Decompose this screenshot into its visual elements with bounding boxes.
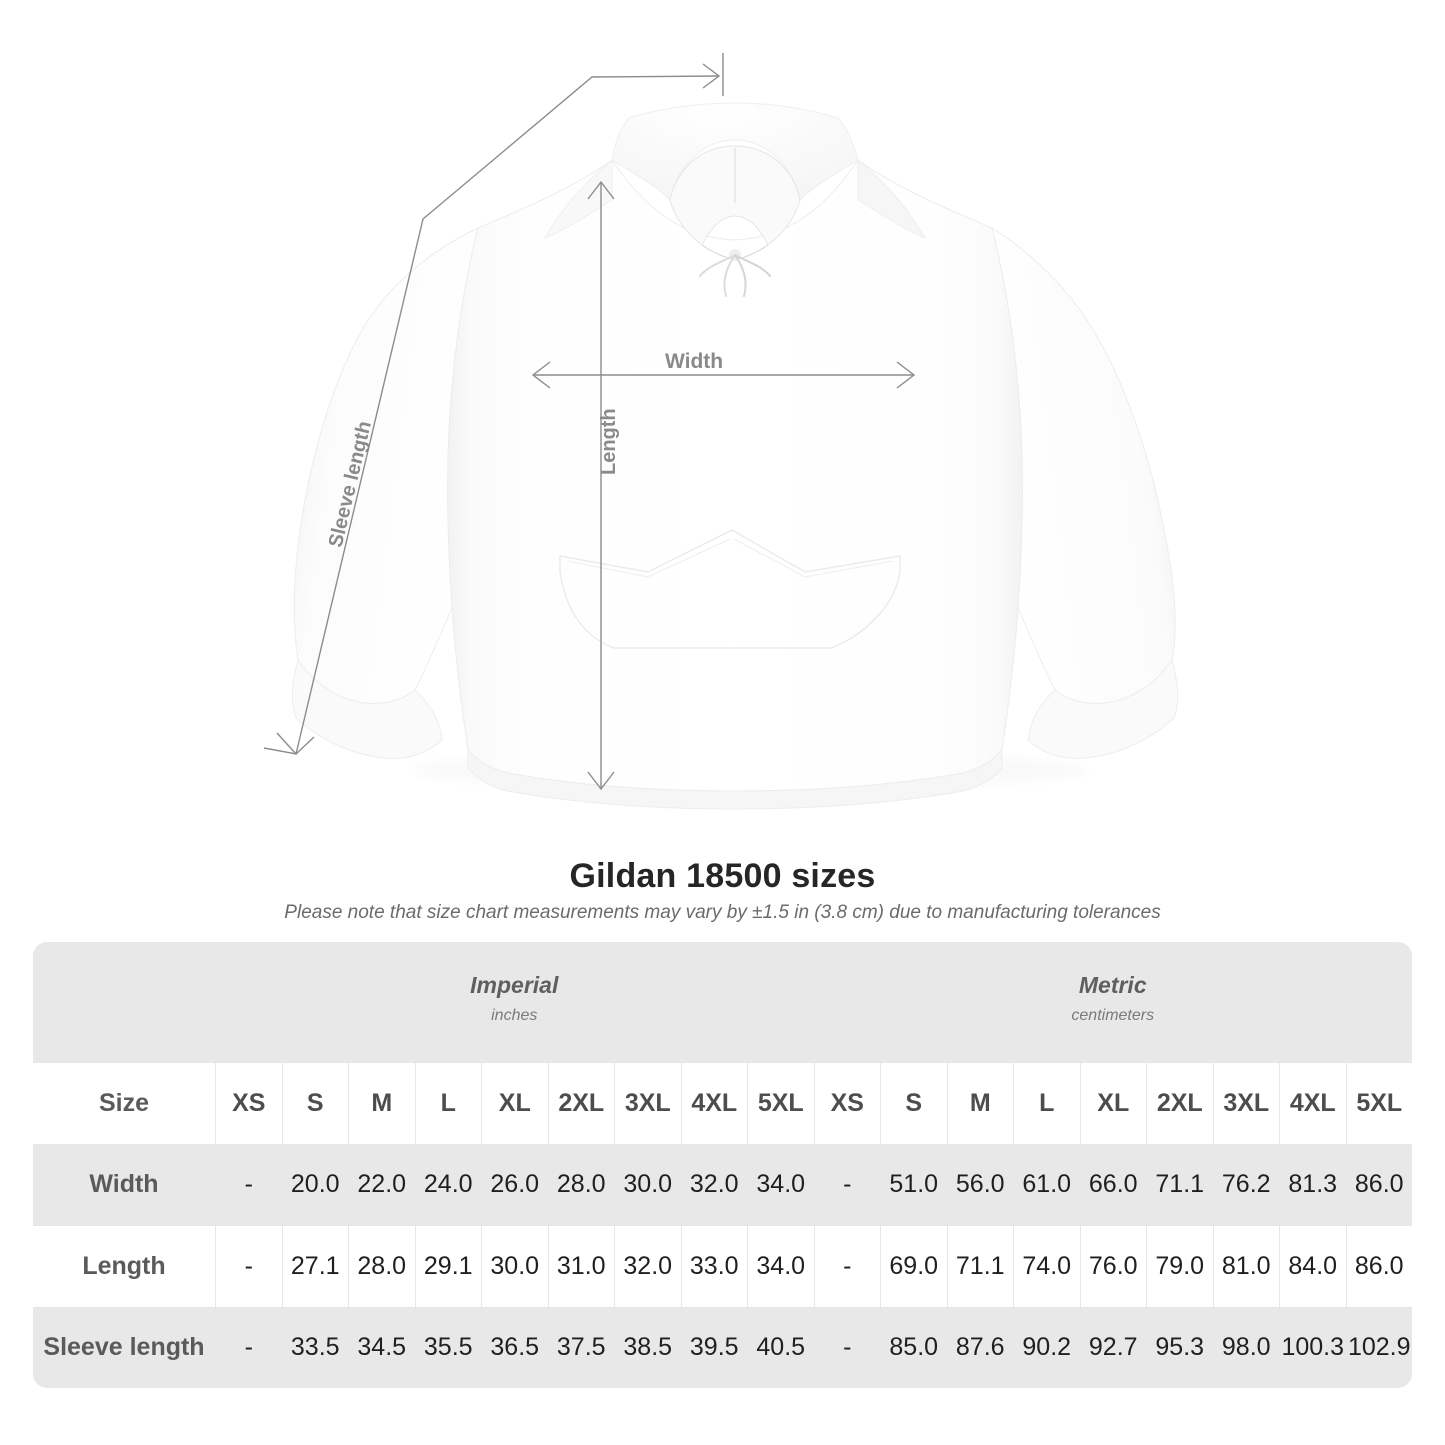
svg-text:Width: Width <box>665 350 723 373</box>
svg-text:Length: Length <box>598 408 620 475</box>
